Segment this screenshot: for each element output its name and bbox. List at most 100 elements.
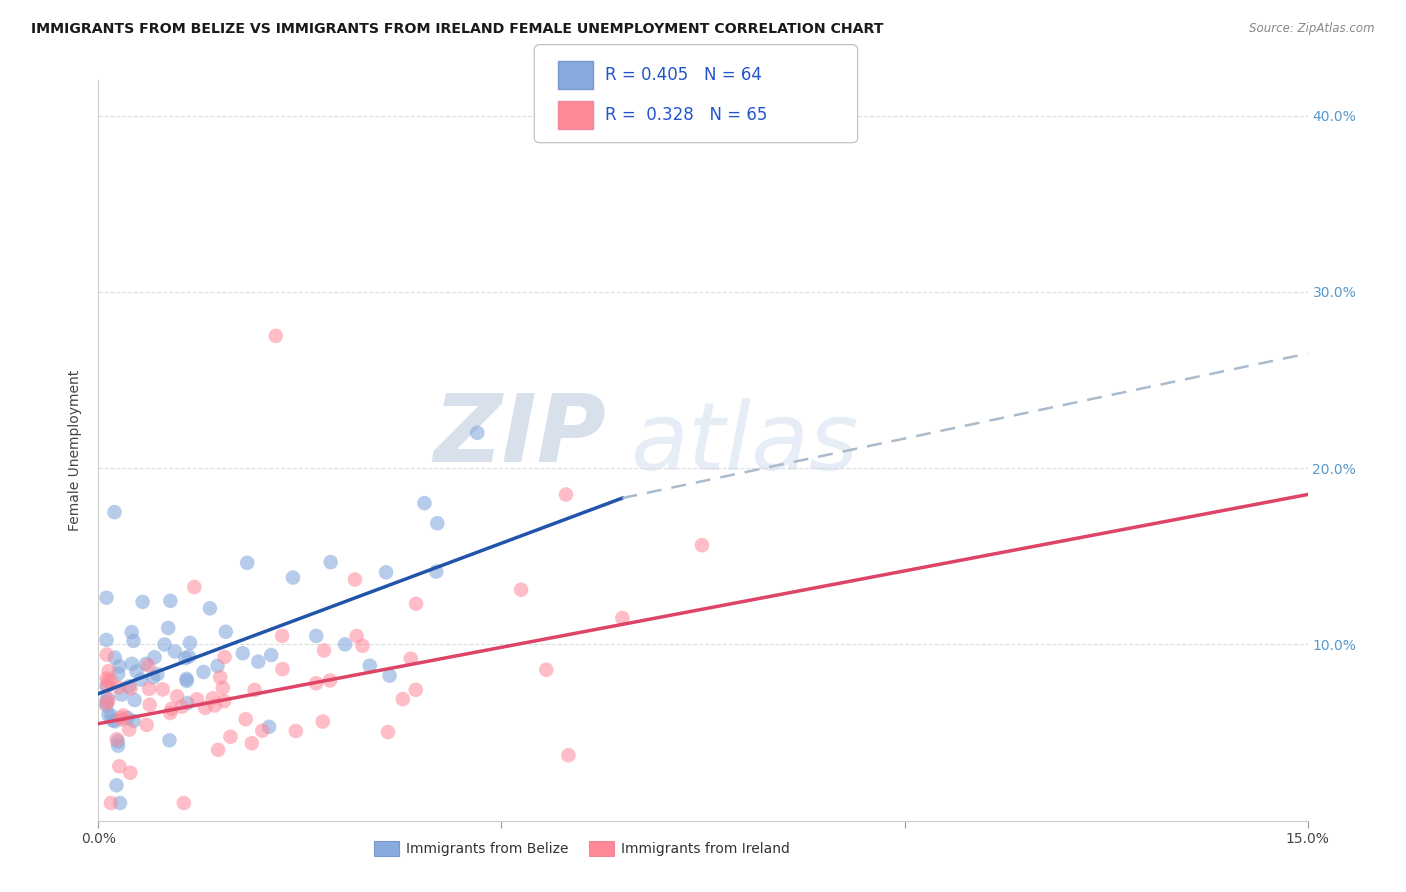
- Point: [135, 718, 157, 732]
- Point: [219, 730, 242, 744]
- Text: atlas: atlas: [630, 398, 859, 489]
- Point: [142, 671, 165, 685]
- Point: [131, 595, 153, 609]
- Point: [179, 636, 201, 650]
- Point: [198, 601, 221, 615]
- Point: [122, 634, 145, 648]
- Point: [333, 637, 356, 651]
- Point: [107, 666, 129, 681]
- Point: [121, 625, 143, 640]
- Point: [346, 629, 368, 643]
- Point: [108, 796, 131, 810]
- Point: [271, 662, 294, 676]
- Point: [212, 694, 235, 708]
- Point: [97, 693, 120, 707]
- Point: [138, 681, 160, 696]
- Text: R =  0.328   N = 65: R = 0.328 N = 65: [605, 106, 766, 124]
- Point: [264, 329, 287, 343]
- Point: [96, 697, 118, 711]
- Point: [105, 732, 128, 747]
- Point: [176, 672, 198, 686]
- Point: [209, 670, 232, 684]
- Text: IMMIGRANTS FROM BELIZE VS IMMIGRANTS FROM IRELAND FEMALE UNEMPLOYMENT CORRELATIO: IMMIGRANTS FROM BELIZE VS IMMIGRANTS FRO…: [31, 22, 883, 37]
- Point: [204, 698, 226, 713]
- Point: [96, 679, 118, 693]
- Point: [352, 639, 374, 653]
- Point: [159, 706, 181, 720]
- Point: [405, 682, 427, 697]
- Point: [118, 679, 141, 693]
- Point: [111, 713, 134, 727]
- Point: [108, 759, 131, 773]
- Point: [96, 679, 118, 693]
- Point: [160, 702, 183, 716]
- Point: [157, 621, 180, 635]
- Point: [152, 682, 174, 697]
- Point: [243, 682, 266, 697]
- Point: [413, 496, 436, 510]
- Point: [215, 624, 238, 639]
- Point: [240, 736, 263, 750]
- Point: [159, 594, 181, 608]
- Point: [377, 725, 399, 739]
- Point: [257, 720, 280, 734]
- Point: [104, 650, 127, 665]
- Point: [284, 724, 307, 739]
- Point: [271, 629, 294, 643]
- Point: [260, 648, 283, 662]
- Point: [107, 739, 129, 753]
- Point: [101, 714, 124, 728]
- Point: [103, 505, 125, 519]
- Point: [235, 712, 257, 726]
- Point: [375, 566, 398, 580]
- Point: [120, 765, 142, 780]
- Point: [112, 708, 135, 723]
- Point: [207, 743, 229, 757]
- Point: [100, 708, 122, 723]
- Point: [121, 657, 143, 671]
- Point: [378, 668, 401, 682]
- Point: [135, 657, 157, 671]
- Legend: Immigrants from Belize, Immigrants from Ireland: Immigrants from Belize, Immigrants from …: [368, 836, 796, 862]
- Point: [96, 691, 118, 706]
- Point: [281, 570, 304, 584]
- Point: [176, 673, 198, 688]
- Point: [555, 487, 578, 501]
- Point: [211, 681, 233, 695]
- Point: [247, 655, 270, 669]
- Point: [194, 701, 217, 715]
- Point: [166, 690, 188, 704]
- Point: [122, 714, 145, 728]
- Point: [174, 651, 197, 665]
- Point: [153, 638, 176, 652]
- Point: [108, 659, 131, 673]
- Point: [117, 711, 139, 725]
- Point: [105, 778, 128, 792]
- Point: [107, 734, 129, 748]
- Point: [163, 644, 186, 658]
- Text: Source: ZipAtlas.com: Source: ZipAtlas.com: [1250, 22, 1375, 36]
- Point: [138, 698, 160, 712]
- Point: [214, 650, 236, 665]
- Point: [138, 658, 160, 673]
- Point: [426, 516, 449, 531]
- Point: [146, 667, 169, 681]
- Point: [312, 714, 335, 729]
- Point: [110, 688, 132, 702]
- Point: [557, 748, 579, 763]
- Text: ZIP: ZIP: [433, 390, 606, 482]
- Point: [193, 665, 215, 679]
- Point: [305, 676, 328, 690]
- Point: [104, 714, 127, 729]
- Point: [252, 723, 274, 738]
- Point: [319, 673, 342, 688]
- Point: [319, 555, 342, 569]
- Point: [97, 664, 120, 678]
- Point: [425, 565, 447, 579]
- Text: R = 0.405   N = 64: R = 0.405 N = 64: [605, 66, 762, 84]
- Point: [612, 611, 634, 625]
- Point: [201, 691, 224, 706]
- Point: [100, 796, 122, 810]
- Point: [125, 665, 148, 679]
- Point: [207, 659, 229, 673]
